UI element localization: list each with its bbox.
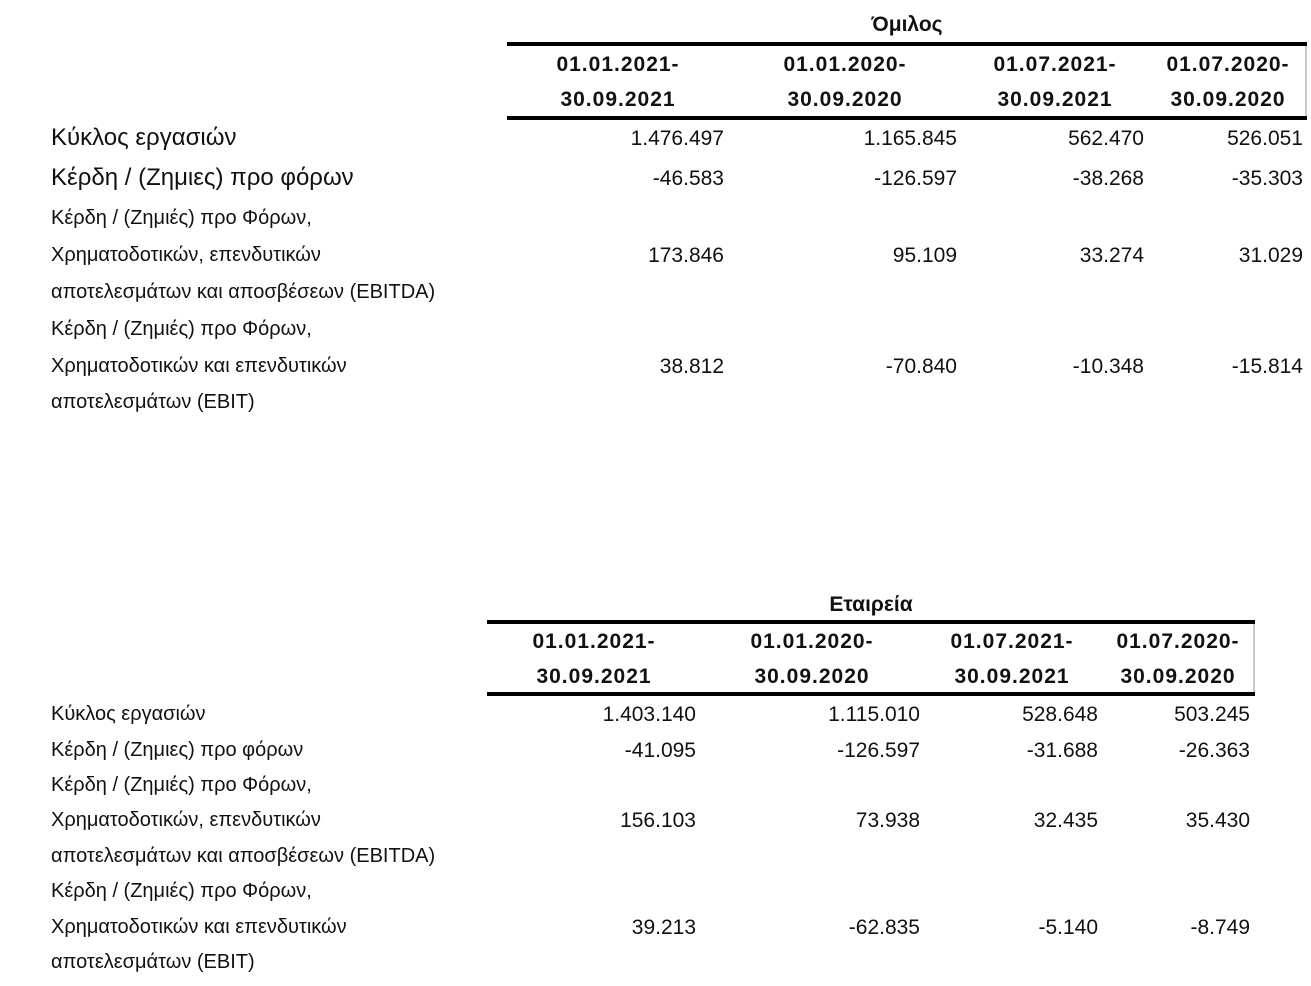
- cell-value: 95.109: [892, 244, 957, 267]
- row-label: Κέρδη / (Ζημιές) προ Φόρων,: [51, 318, 312, 340]
- row-label: αποτελεσμάτων (EBIT): [51, 391, 255, 413]
- header-top-rule: [487, 620, 1255, 624]
- header-right-border: [1305, 46, 1307, 116]
- cell-value: -70.840: [885, 355, 957, 378]
- cell-value: -46.583: [652, 167, 724, 190]
- column-header-period: 01.07.2021-: [950, 630, 1074, 653]
- row-label: Κέρδη / (Ζημιές) προ Φόρων,: [51, 774, 312, 796]
- header-bottom-rule: [507, 116, 1307, 120]
- cell-value: 1.403.140: [602, 703, 696, 726]
- column-header-period: 30.09.2021: [954, 665, 1070, 688]
- column-header-period: 30.09.2020: [754, 665, 870, 688]
- cell-value: 73.938: [855, 809, 920, 832]
- cell-value: 528.648: [1022, 703, 1098, 726]
- cell-value: 39.213: [631, 916, 696, 939]
- cell-value: 503.245: [1174, 703, 1250, 726]
- column-header-period: 30.09.2021: [536, 665, 652, 688]
- cell-value: 1.115.010: [828, 703, 920, 726]
- column-header-period: 30.09.2021: [560, 88, 676, 111]
- row-label: Χρηματοδοτικών και επενδυτικών: [51, 355, 347, 377]
- cell-value: -126.597: [874, 167, 957, 190]
- cell-value: -41.095: [624, 739, 696, 762]
- column-header-period: 01.01.2020-: [783, 53, 907, 76]
- column-header-period: 01.07.2020-: [1166, 53, 1290, 76]
- table-title: Όμιλος: [871, 13, 943, 36]
- table-title: Εταιρεία: [829, 593, 913, 616]
- row-label: αποτελεσμάτων και αποσβέσεων (EBITDA): [51, 845, 436, 867]
- column-header-period: 30.09.2020: [1120, 665, 1236, 688]
- cell-value: 38.812: [659, 355, 724, 378]
- row-label: Κέρδη / (Ζημιές) προ Φόρων,: [51, 207, 312, 229]
- cell-value: -126.597: [837, 739, 920, 762]
- cell-value: -8.749: [1190, 916, 1250, 939]
- cell-value: -38.268: [1072, 167, 1144, 190]
- row-label: αποτελεσμάτων (EBIT): [51, 951, 255, 973]
- cell-value: 1.476.497: [630, 127, 724, 150]
- cell-value: 156.103: [620, 809, 696, 832]
- row-label: Κύκλος εργασιών: [51, 703, 206, 725]
- column-header-period: 30.09.2020: [787, 88, 903, 111]
- header-bottom-rule: [487, 692, 1255, 696]
- row-label: Κύκλος εργασιών: [51, 124, 237, 151]
- cell-value: -15.814: [1231, 355, 1303, 378]
- cell-value: -35.303: [1231, 167, 1303, 190]
- row-label: Κέρδη / (Ζημιες) προ φόρων: [51, 739, 304, 761]
- column-header-period: 30.09.2020: [1170, 88, 1286, 111]
- cell-value: -10.348: [1072, 355, 1144, 378]
- row-label: Χρηματοδοτικών και επενδυτικών: [51, 916, 347, 938]
- column-header-period: 30.09.2021: [997, 88, 1113, 111]
- row-label: Κέρδη / (Ζημιές) προ Φόρων,: [51, 880, 312, 902]
- row-label: αποτελεσμάτων και αποσβέσεων (EBITDA): [51, 281, 436, 303]
- cell-value: 562.470: [1068, 127, 1144, 150]
- row-label: Κέρδη / (Ζημιες) προ φόρων: [51, 164, 354, 191]
- cell-value: 526.051: [1227, 127, 1303, 150]
- column-header-period: 01.01.2021-: [556, 53, 680, 76]
- row-label: Χρηματοδοτικών, επενδυτικών: [51, 244, 321, 266]
- cell-value: 31.029: [1238, 244, 1303, 267]
- header-top-rule: [507, 42, 1307, 46]
- cell-value: -26.363: [1178, 739, 1250, 762]
- header-right-border: [1253, 624, 1255, 692]
- row-label: Χρηματοδοτικών, επενδυτικών: [51, 809, 321, 831]
- cell-value: 1.165.845: [863, 127, 957, 150]
- cell-value: 33.274: [1079, 244, 1144, 267]
- cell-value: 35.430: [1185, 809, 1250, 832]
- column-header-period: 01.07.2020-: [1116, 630, 1240, 653]
- column-header-period: 01.01.2020-: [750, 630, 874, 653]
- cell-value: 32.435: [1033, 809, 1098, 832]
- column-header-period: 01.01.2021-: [532, 630, 656, 653]
- column-header-period: 01.07.2021-: [993, 53, 1117, 76]
- cell-value: -62.835: [848, 916, 920, 939]
- cell-value: -5.140: [1038, 916, 1098, 939]
- cell-value: -31.688: [1026, 739, 1098, 762]
- cell-value: 173.846: [648, 244, 724, 267]
